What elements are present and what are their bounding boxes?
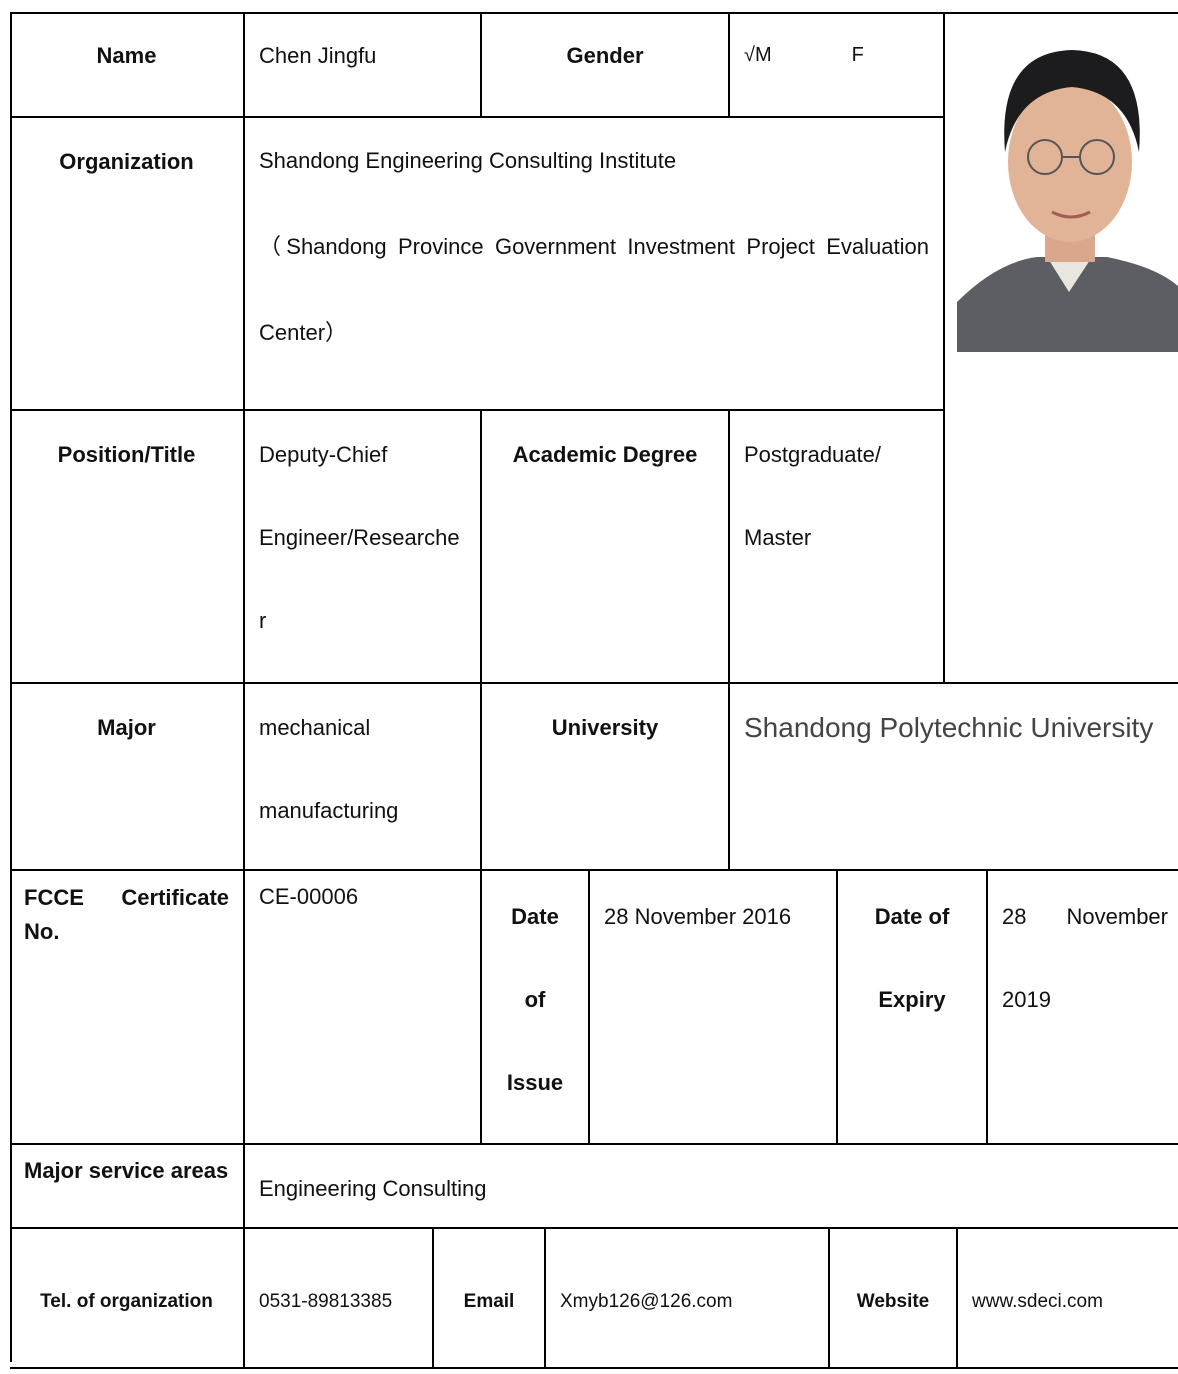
- label: Major service areas: [10, 1145, 245, 1229]
- value: Chen Jingfu: [245, 12, 482, 118]
- photo: [957, 32, 1178, 352]
- label: Gender: [482, 12, 730, 118]
- value: Postgraduate/ Master: [730, 411, 945, 684]
- value: CE-00006: [245, 871, 482, 1145]
- label: Position/Title: [10, 411, 245, 684]
- org-name: Shandong Engineering Consulting Institut…: [259, 148, 677, 173]
- value: Shandong Polytechnic University: [730, 684, 1178, 871]
- label: Tel. of organization: [10, 1229, 245, 1369]
- label: Major: [10, 684, 245, 871]
- label: Organization: [10, 118, 245, 411]
- label: Date of Expiry: [838, 871, 988, 1145]
- value: mechanical manufacturing: [245, 684, 482, 871]
- gender-options: √M F: [730, 12, 945, 118]
- photo-cell: [945, 12, 1178, 684]
- option-m: √M: [744, 44, 772, 66]
- option-f: F: [851, 44, 864, 66]
- label: Academic Degree: [482, 411, 730, 684]
- value: Deputy-Chief Engineer/Researcher: [245, 411, 482, 684]
- label: Date of Issue: [482, 871, 590, 1145]
- value: 28 November 2019: [988, 871, 1178, 1145]
- value: Xmyb126@126.com: [546, 1229, 830, 1369]
- table-frame: [10, 12, 1178, 1362]
- label: University: [482, 684, 730, 871]
- label: Name: [10, 12, 245, 118]
- value: 28 November 2016: [590, 871, 838, 1145]
- label: FCCE Certificate No.: [10, 871, 245, 1145]
- value: 0531-89813385: [245, 1229, 434, 1369]
- value: www.sdeci.com: [958, 1229, 1178, 1369]
- label: Email: [434, 1229, 546, 1369]
- org-alt-name: （Shandong Province Government Investment…: [259, 234, 929, 345]
- label: Website: [830, 1229, 958, 1369]
- value: Shandong Engineering Consulting Institut…: [245, 118, 945, 411]
- value: Engineering Consulting: [245, 1145, 1178, 1229]
